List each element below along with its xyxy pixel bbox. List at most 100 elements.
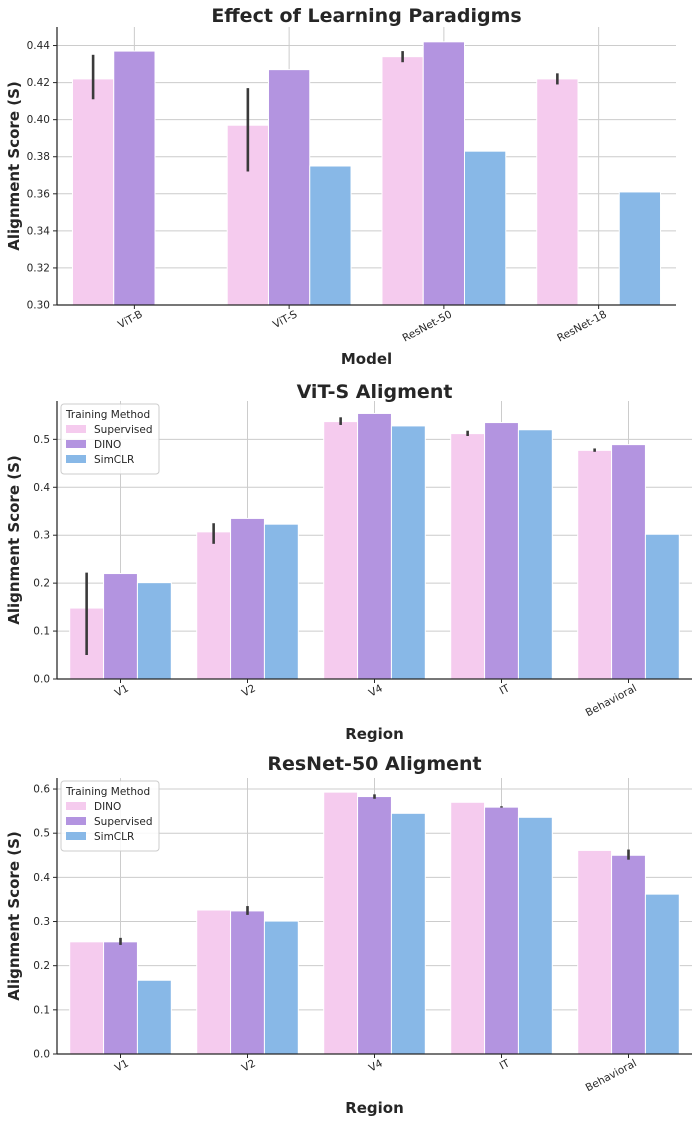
x-axis-label: Model — [341, 350, 392, 368]
chart-title: Effect of Learning Paradigms — [211, 5, 521, 27]
bar-simclr-behavioral — [644, 893, 680, 1055]
y-tick-label: 0.0 — [33, 674, 50, 686]
bar-supervised-behavioral — [577, 449, 613, 680]
bar-supervised-it — [450, 433, 486, 680]
x-tick-label: V2 — [240, 682, 258, 699]
bar-supervised-resnet-18 — [536, 78, 579, 306]
bar-dino-it — [484, 422, 519, 680]
x-tick-label: Behavioral — [584, 682, 639, 719]
legend-swatch-supervised — [66, 425, 86, 433]
y-tick-label: 0.5 — [33, 828, 50, 840]
bar-supervised-it — [484, 806, 519, 1055]
bar-simclr-v2 — [263, 920, 299, 1055]
bar-simclr-v1 — [136, 582, 172, 680]
y-axis-label: Alignment Score (S) — [5, 455, 23, 625]
bar-dino-v1 — [69, 941, 105, 1055]
x-tick-label: ResNet-18 — [555, 308, 609, 344]
bar-dino-v2 — [230, 517, 265, 680]
x-tick-label: V4 — [367, 682, 385, 699]
y-tick-label: 0.32 — [27, 262, 50, 274]
y-tick-label: 0.30 — [27, 300, 50, 312]
bar-dino-vit-s — [267, 69, 311, 306]
y-tick-label: 0.2 — [33, 578, 50, 590]
bar-simclr-v4 — [390, 425, 426, 680]
chart-title: ResNet-50 Aligment — [267, 753, 481, 775]
y-tick-label: 0.3 — [33, 916, 50, 928]
legend-swatch-dino — [66, 440, 86, 448]
legend-label-dino: DINO — [94, 439, 121, 451]
bar-dino-it — [450, 801, 486, 1055]
bar-dino-v4 — [357, 412, 392, 680]
y-tick-label: 0.4 — [33, 482, 50, 494]
y-tick-label: 0.4 — [33, 872, 50, 884]
x-tick-label: Behavioral — [584, 1057, 639, 1094]
y-tick-label: 0.1 — [33, 1004, 50, 1016]
x-axis-label: Region — [345, 1099, 404, 1117]
x-tick-label: V4 — [367, 1057, 385, 1074]
bar-supervised-v2 — [230, 910, 265, 1055]
legend-label-supervised: Supervised — [94, 816, 153, 828]
y-tick-label: 0.1 — [33, 626, 50, 638]
y-tick-label: 0.34 — [27, 225, 51, 237]
bar-simclr-it — [517, 816, 553, 1055]
y-tick-label: 0.3 — [33, 530, 50, 542]
legend-title: Training Method — [65, 409, 150, 421]
bar-dino-behavioral — [611, 444, 646, 680]
y-tick-label: 0.2 — [33, 960, 50, 972]
legend-label-dino: DINO — [94, 801, 121, 813]
bar-simclr-resnet-50 — [464, 150, 507, 306]
bar-dino-v1 — [103, 573, 138, 680]
legend: Training Method DINO Supervised SimCLR — [60, 780, 160, 852]
legend-label-supervised: Supervised — [94, 424, 153, 436]
legend-swatch-dino — [66, 802, 86, 810]
x-tick-label: V2 — [240, 1057, 258, 1074]
legend-swatch-simclr — [66, 832, 86, 840]
y-tick-label: 0.5 — [33, 434, 50, 446]
x-tick-label: ViT-S — [271, 308, 300, 331]
bar-simclr-v2 — [263, 523, 299, 680]
bar-supervised-resnet-50 — [381, 56, 424, 306]
x-tick-label: IT — [498, 682, 513, 697]
chart-resnet50-alignment: 0.0 0.1 0.2 0.3 0.4 0.5 0.6 V1 V2 V4 IT Behavioral R… — [5, 753, 692, 1117]
chart-learning-paradigms: 0.30 0.32 0.34 0.36 0.38 0.40 0.42 0.44 ViT-B ViT… — [5, 5, 676, 368]
bar-dino-vit-b — [113, 50, 156, 306]
y-tick-label: 0.0 — [33, 1049, 50, 1061]
bar-simclr-v1 — [136, 979, 172, 1055]
bar-supervised-v2 — [196, 531, 232, 680]
x-axis-label: Region — [345, 725, 404, 743]
x-tick-label: V1 — [113, 1057, 131, 1074]
bar-simclr-vit-s — [309, 165, 352, 306]
y-axis-label: Alignment Score (S) — [5, 81, 23, 251]
bar-simclr-v4 — [390, 812, 426, 1055]
y-tick-label: 0.42 — [27, 77, 50, 89]
x-tick-label: ResNet-50 — [400, 308, 454, 344]
legend-swatch-simclr — [66, 455, 86, 463]
y-tick-label: 0.6 — [33, 784, 50, 796]
legend-label-simclr: SimCLR — [94, 454, 134, 466]
bar-supervised-v4 — [357, 796, 392, 1055]
x-tick-label: V1 — [113, 682, 131, 699]
legend-swatch-supervised — [66, 817, 86, 825]
x-tick-label: ViT-B — [116, 308, 145, 331]
bar-simclr-it — [517, 429, 553, 680]
legend: Training Method Supervised DINO SimCLR — [60, 403, 160, 475]
x-tick-label: IT — [498, 1057, 513, 1072]
bar-supervised-vit-b — [71, 78, 115, 306]
bar-supervised-v1 — [103, 941, 138, 1055]
bar-supervised-behavioral — [611, 854, 646, 1055]
bar-dino-v2 — [196, 909, 232, 1055]
legend-label-simclr: SimCLR — [94, 831, 134, 843]
chart-title: ViT-S Aligment — [297, 381, 453, 403]
y-tick-label: 0.44 — [27, 40, 51, 52]
bar-dino-resnet-50 — [422, 41, 466, 306]
bar-simclr-behavioral — [644, 533, 680, 680]
y-tick-label: 0.40 — [27, 114, 50, 126]
bar-supervised-v4 — [323, 421, 359, 680]
y-tick-label: 0.36 — [27, 188, 51, 200]
chart-vit-s-alignment: 0.0 0.1 0.2 0.3 0.4 0.5 V1 V2 V4 IT Behavioral ViT-… — [5, 381, 692, 743]
legend-title: Training Method — [65, 786, 150, 798]
y-axis-label: Alignment Score (S) — [5, 831, 23, 1001]
bar-dino-behavioral — [577, 849, 613, 1055]
bar-dino-v4 — [323, 791, 359, 1055]
